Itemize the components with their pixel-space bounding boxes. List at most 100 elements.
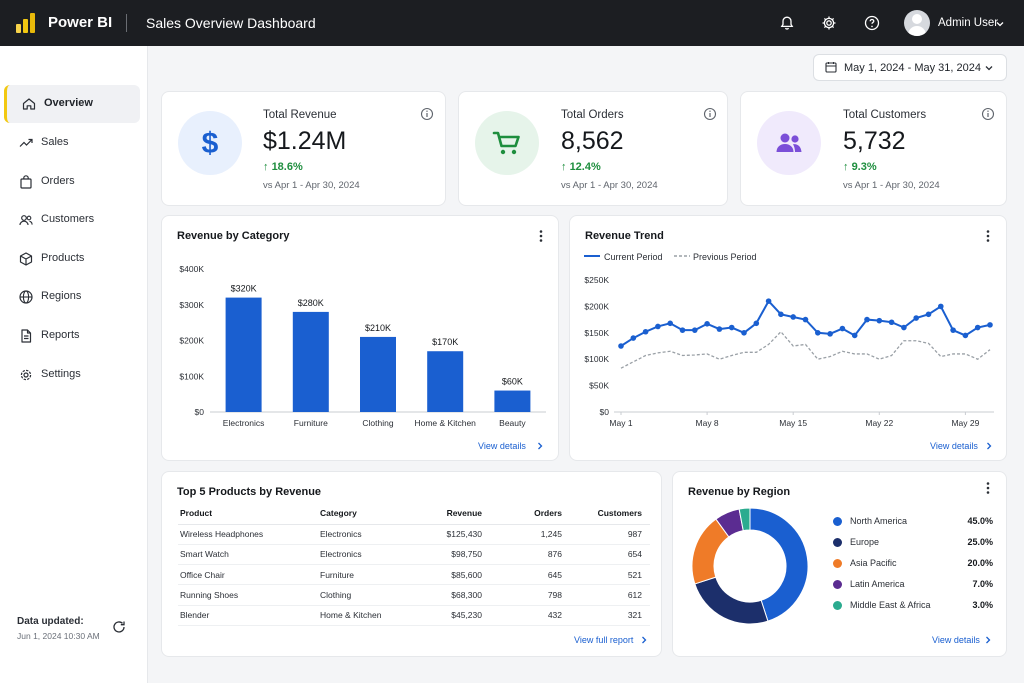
kpi-compare: vs Apr 1 - Apr 30, 2024 [263, 180, 360, 191]
orders-cell: 432 [490, 605, 570, 626]
sidebar-item-regions[interactable]: Regions [4, 278, 140, 316]
more-options-icon[interactable] [982, 481, 994, 495]
table-row[interactable]: Blender Home & Kitchen $45,230 432 321 [178, 605, 650, 626]
view-full-report-link[interactable]: View full report [574, 635, 634, 645]
current-period-point [778, 311, 784, 318]
product-cell: Wireless Headphones [178, 524, 318, 545]
legend-label: North America [850, 516, 908, 526]
column-header[interactable]: Orders [490, 502, 570, 525]
sidebar-item-settings[interactable]: Settings [4, 356, 140, 394]
column-header[interactable]: Product [178, 502, 318, 525]
chevron-right-icon[interactable] [983, 635, 993, 645]
product-cell: Office Chair [178, 564, 318, 586]
legend-current-swatch [584, 255, 600, 257]
current-period-point [851, 332, 858, 339]
current-period-point [888, 319, 895, 326]
legend-previous-label: Previous Period [693, 252, 757, 262]
chevron-right-icon[interactable] [535, 441, 545, 451]
sidebar-item-label: Customers [41, 213, 95, 225]
kpi-card-customers: Total Customers 5,732 ↑ 9.3% vs Apr 1 - … [740, 91, 1007, 206]
sidebar-item-sales[interactable]: Sales [4, 124, 140, 162]
gear-icon[interactable] [819, 13, 839, 33]
kpi-title: Total Revenue [263, 109, 337, 121]
current-period-point [618, 343, 624, 349]
donut-slice [738, 507, 751, 532]
revenue-trend-chart: $0 $50K $100K $150K $200K $250K May 1 May 8 May … [584, 275, 994, 428]
current-period-point [827, 331, 833, 337]
current-period-point [692, 327, 698, 333]
x-tick-label: Home & Kitchen [414, 418, 476, 428]
table-row[interactable]: Office Chair Furniture $85,600 645 521 [178, 564, 650, 586]
sidebar-item-overview[interactable]: Overview [4, 85, 140, 123]
chevron-right-icon[interactable] [639, 635, 649, 645]
power-bi-logo-icon [16, 13, 36, 33]
current-period-point [655, 323, 661, 330]
kpi-delta: ↑ 9.3% [843, 161, 877, 173]
revenue-trend-card: Revenue Trend Current Period Previous Pe… [569, 215, 1007, 461]
column-header[interactable]: Customers [570, 502, 650, 525]
revenue-cell: $45,230 [418, 605, 490, 626]
orders-cell: 645 [490, 564, 570, 586]
legend-current-label: Current Period [604, 252, 663, 262]
current-period-point [741, 330, 747, 336]
refresh-icon[interactable] [111, 619, 127, 635]
table-row[interactable]: Wireless Headphones Electronics $125,430… [178, 524, 650, 545]
column-header[interactable]: Revenue [418, 502, 490, 525]
avatar[interactable] [904, 10, 930, 36]
view-details-link[interactable]: View details [478, 441, 526, 451]
info-icon[interactable] [981, 107, 995, 121]
trend-icon [19, 138, 33, 147]
product-cell: Smart Watch [178, 544, 318, 566]
current-period-point [839, 325, 846, 332]
chevron-down-icon[interactable] [995, 16, 1005, 34]
card-title: Revenue by Category [177, 230, 290, 242]
sidebar-item-orders[interactable]: Orders [4, 163, 140, 201]
current-period-point [987, 322, 993, 328]
table-row[interactable]: Smart Watch Electronics $98,750 876 654 [178, 544, 650, 566]
more-options-icon[interactable] [982, 229, 994, 243]
current-period-point [642, 328, 649, 335]
info-icon[interactable] [703, 107, 717, 121]
y-tick-label: $250K [584, 275, 609, 285]
view-details-link[interactable]: View details [930, 441, 978, 451]
chevron-right-icon[interactable] [984, 441, 994, 451]
bag-icon [20, 175, 32, 189]
bar [427, 351, 464, 412]
customers-cell: 612 [570, 584, 650, 606]
column-header[interactable]: Category [318, 502, 418, 525]
date-range-picker[interactable]: May 1, 2024 - May 31, 2024 [813, 54, 1007, 81]
dashboard-title: Sales Overview Dashboard [146, 15, 316, 31]
legend-label: Asia Pacific [850, 558, 897, 568]
view-details-link[interactable]: View details [932, 635, 980, 645]
card-title: Revenue Trend [585, 230, 664, 242]
revenue-cell: $68,300 [418, 584, 490, 606]
y-tick-label: $100K [584, 354, 609, 364]
user-name[interactable]: Admin User [938, 17, 999, 29]
help-icon[interactable] [862, 13, 882, 33]
bar [360, 336, 396, 412]
kpi-delta: ↑ 18.6% [263, 161, 303, 173]
top-products-table: Product Category Revenue Orders Customer… [178, 502, 650, 626]
more-options-icon[interactable] [535, 229, 547, 243]
sidebar-item-reports[interactable]: Reports [4, 317, 140, 355]
kpi-delta-value: 9.3% [851, 161, 877, 173]
legend-label: Europe [850, 537, 880, 547]
category-cell: Furniture [318, 564, 418, 586]
table-header-row: Product Category Revenue Orders Customer… [178, 502, 650, 525]
card-title: Revenue by Region [688, 486, 791, 498]
info-icon[interactable] [420, 107, 434, 121]
kpi-delta-value: 12.4% [569, 161, 601, 173]
table-row[interactable]: Running Shoes Clothing $68,300 798 612 [178, 584, 650, 606]
bar [494, 390, 531, 412]
legend-item: Europe 25.0% [833, 536, 993, 550]
bell-icon[interactable] [777, 13, 797, 33]
data-label: $60K [502, 377, 523, 387]
x-tick-label: May 1 [609, 418, 632, 428]
current-period-point [815, 330, 821, 336]
current-period-point [974, 324, 981, 331]
sidebar-item-customers[interactable]: Customers [4, 201, 140, 239]
current-period-point [630, 335, 637, 341]
brand-name: Power BI [48, 14, 113, 31]
data-label: $170K [432, 337, 458, 347]
sidebar-item-products[interactable]: Products [4, 240, 140, 278]
